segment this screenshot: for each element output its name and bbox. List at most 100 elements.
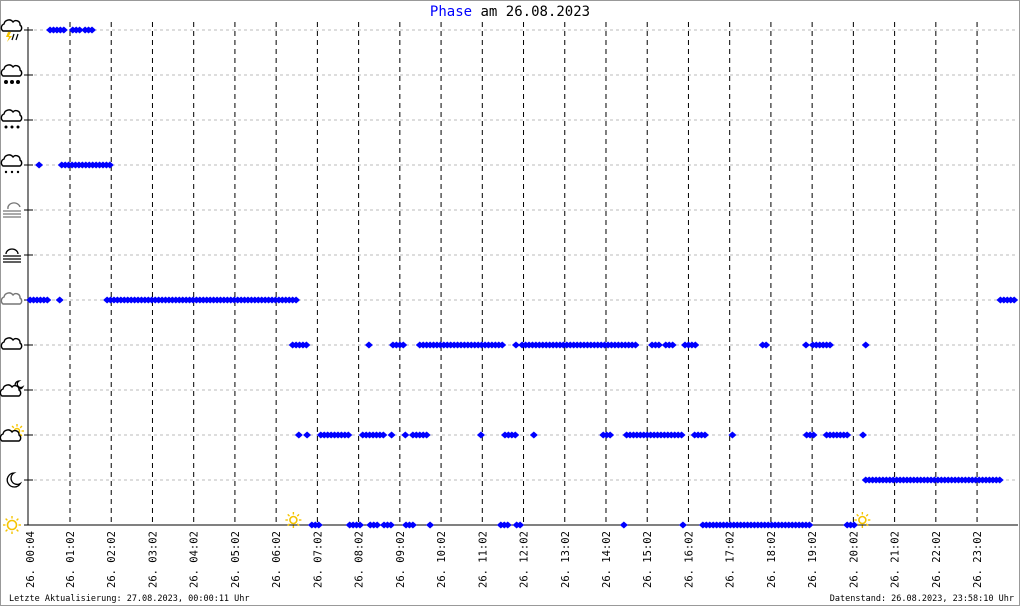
data-point	[387, 431, 396, 439]
rain-streak	[11, 33, 15, 41]
data-point	[386, 521, 395, 529]
data-point	[668, 341, 677, 349]
data-point	[314, 521, 323, 529]
data-point	[529, 431, 538, 439]
precip-dot	[4, 80, 8, 84]
data-point	[292, 296, 301, 304]
chart-title: Phase am 26.08.2023	[0, 4, 1020, 20]
fog-icon	[3, 248, 21, 263]
x-tick-label: 26. 19:02	[807, 531, 819, 588]
fog-cloud	[7, 202, 21, 210]
x-tick-label: 26. 01:02	[65, 531, 77, 588]
data-point	[850, 521, 859, 529]
sun-ray	[19, 433, 23, 437]
data-point	[861, 341, 870, 349]
data-point	[619, 521, 628, 529]
cloud-shape	[0, 337, 23, 350]
cloud-shape	[0, 64, 23, 77]
data-point	[355, 521, 364, 529]
x-tick-label: 26. 03:02	[147, 531, 159, 588]
x-tick-label: 26. 02:02	[106, 531, 118, 588]
data-point	[826, 341, 835, 349]
data-point	[677, 431, 686, 439]
data-point	[302, 341, 311, 349]
sun-disc	[6, 519, 18, 531]
data-point	[691, 341, 700, 349]
sun-ray	[296, 523, 300, 527]
data-point	[858, 431, 867, 439]
sun-ray	[296, 513, 300, 517]
fog-cloud	[5, 248, 19, 255]
data-point	[476, 431, 485, 439]
data-point	[364, 341, 373, 349]
data-point	[408, 521, 417, 529]
data-point	[700, 431, 709, 439]
data-point	[401, 431, 410, 439]
sun-ray	[11, 425, 15, 429]
sun-ray	[16, 518, 19, 521]
partly-cloudy-day-icon	[0, 424, 24, 442]
data-point	[399, 341, 408, 349]
sun-ray	[865, 523, 869, 527]
data-point	[511, 431, 520, 439]
sun-ray	[5, 529, 8, 532]
moon-shape	[6, 472, 23, 488]
data-point	[379, 431, 388, 439]
x-tick-label: 26. 12:02	[519, 531, 531, 588]
data-point	[805, 521, 814, 529]
x-tick-label: 26. 22:02	[931, 531, 943, 588]
data-point	[843, 431, 852, 439]
precip-dot	[16, 170, 20, 174]
title-highlight: Phase	[429, 4, 473, 20]
data-point	[995, 476, 1004, 484]
sun-ray	[856, 513, 859, 517]
rain-streak	[15, 33, 19, 41]
cloud-shape	[0, 109, 23, 122]
data-point	[344, 431, 353, 439]
data-point	[105, 161, 114, 169]
sun-ray	[19, 425, 23, 429]
partly-cloudy-night-icon	[0, 380, 25, 397]
overcast-icon	[0, 292, 23, 305]
sun-ray	[5, 518, 8, 521]
precip-dot	[10, 125, 14, 129]
data-point	[35, 161, 44, 169]
data-point	[373, 521, 382, 529]
data-point	[678, 521, 687, 529]
x-tick-label: 26. 07:02	[312, 531, 324, 588]
fog-sun-icon	[3, 202, 21, 218]
data-point	[422, 431, 431, 439]
precip-dot	[10, 170, 14, 174]
x-tick-label: 26. 14:02	[601, 531, 613, 588]
cloud-shape	[0, 384, 22, 397]
cloudy-icon	[0, 337, 23, 350]
sun-ray	[287, 523, 290, 527]
x-tick-label: 26. 16:02	[683, 531, 695, 588]
data-point	[606, 431, 615, 439]
data-point	[303, 431, 312, 439]
sunny-icon	[3, 516, 21, 534]
data-point	[55, 296, 64, 304]
precip-dot	[4, 125, 8, 129]
lightning-bolt	[6, 32, 12, 42]
data-point	[43, 296, 52, 304]
x-tick-label: 26. 21:02	[890, 531, 902, 588]
sun-ray	[287, 513, 290, 517]
data-as-of-text: Datenstand: 26.08.2023, 23:58:10 Uhr	[829, 594, 1014, 604]
cloud-shape	[0, 292, 23, 305]
data-point	[426, 521, 435, 529]
x-tick-label: 26. 17:02	[725, 531, 737, 588]
x-tick-label: 26. 06:02	[271, 531, 283, 588]
cloud-shape	[0, 429, 22, 442]
x-tick-label: 26. 08:02	[354, 531, 366, 588]
sun-ray	[865, 513, 869, 517]
sun-ray	[16, 529, 19, 532]
data-point	[75, 26, 84, 34]
sunset-moon-icon	[854, 512, 871, 528]
data-point	[511, 341, 520, 349]
sun-disc	[289, 515, 298, 525]
data-point	[59, 26, 68, 34]
last-update-text: Letzte Aktualisierung: 27.08.2023, 00:00…	[9, 594, 250, 604]
data-point	[654, 341, 663, 349]
x-tick-label: 26. 00:04	[25, 531, 37, 588]
